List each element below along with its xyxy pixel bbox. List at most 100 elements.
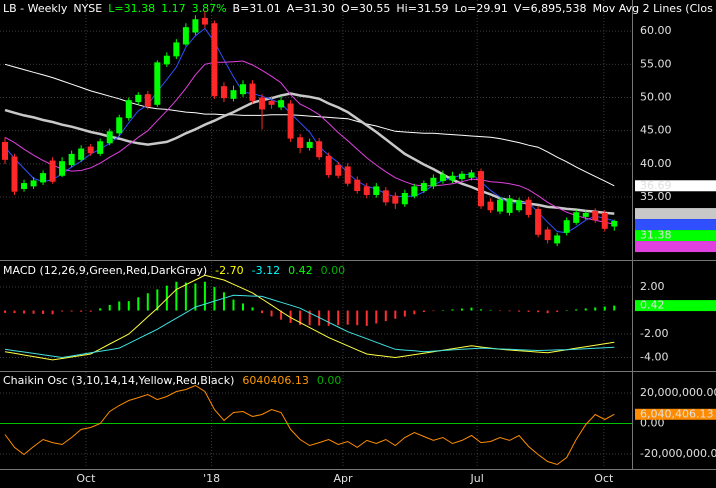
histogram-bar bbox=[451, 309, 454, 311]
candle-body bbox=[335, 165, 342, 176]
candle-body bbox=[268, 100, 275, 105]
header-segment: O=30.55 bbox=[341, 2, 390, 15]
candle-body bbox=[430, 177, 437, 187]
candle-body bbox=[458, 173, 465, 180]
indicator-line bbox=[4, 274, 615, 361]
histogram-bar bbox=[232, 299, 235, 311]
histogram-bar bbox=[70, 310, 73, 312]
candle-body bbox=[240, 84, 246, 95]
header-value: -3.12 bbox=[252, 264, 280, 277]
histogram-bar bbox=[460, 308, 463, 311]
histogram-bar bbox=[337, 310, 340, 326]
histogram-bar bbox=[384, 310, 387, 322]
candle-body bbox=[611, 220, 618, 227]
header-segment: Hi=31.59 bbox=[396, 2, 448, 15]
header-value: 6040406.13 bbox=[242, 374, 308, 387]
candle-body bbox=[535, 208, 542, 235]
histogram-bar bbox=[375, 310, 378, 324]
histogram-bar bbox=[242, 303, 244, 311]
histogram-bar bbox=[4, 310, 6, 313]
header-value: -2.70 bbox=[215, 264, 243, 277]
histogram-bar bbox=[13, 310, 16, 314]
indicator-line bbox=[4, 60, 615, 225]
histogram-bar bbox=[508, 310, 511, 312]
candle-body bbox=[306, 141, 313, 148]
x-tick-label: Jul bbox=[470, 472, 484, 485]
histogram-bar bbox=[270, 310, 273, 317]
indicator-line bbox=[4, 384, 615, 466]
indicator-line bbox=[4, 294, 615, 359]
candle-body bbox=[30, 180, 37, 187]
candle-body bbox=[401, 193, 408, 205]
y-tick-label: -20,000,000.00 bbox=[640, 447, 716, 460]
x-tick-label: Oct bbox=[594, 472, 614, 485]
candle-body bbox=[449, 175, 456, 181]
histogram-bar bbox=[365, 310, 368, 326]
value-box bbox=[635, 208, 716, 220]
value-box bbox=[635, 219, 716, 231]
candle-body bbox=[573, 212, 580, 223]
candle-body bbox=[439, 174, 446, 182]
candle-body bbox=[230, 90, 237, 99]
histogram-bar bbox=[89, 310, 92, 312]
histogram-bar bbox=[118, 301, 121, 311]
value-box-label: 31.38 bbox=[640, 229, 672, 242]
candle-body bbox=[420, 183, 427, 192]
candle-body bbox=[182, 27, 189, 45]
histogram-bar bbox=[470, 307, 473, 311]
y-tick-label: 50.00 bbox=[640, 90, 672, 103]
histogram-bar bbox=[194, 283, 197, 311]
indicator-line bbox=[4, 92, 615, 215]
candle-body bbox=[116, 117, 123, 134]
header-segment: 1.17 bbox=[161, 2, 186, 15]
candle-body bbox=[21, 183, 28, 190]
candle-body bbox=[592, 210, 599, 221]
candle-body bbox=[373, 186, 380, 195]
candle-body bbox=[249, 83, 256, 101]
candle-body bbox=[154, 62, 161, 105]
candle-body bbox=[382, 190, 389, 203]
header-title: Chaikin Osc (3,10,14,14,Yellow,Red,Black… bbox=[3, 374, 234, 387]
candle-body bbox=[40, 173, 47, 183]
y-tick-label: -4.00 bbox=[640, 351, 668, 364]
histogram-bar bbox=[261, 310, 264, 314]
candle-body bbox=[144, 94, 151, 107]
histogram-bar bbox=[546, 310, 549, 314]
histogram-bar bbox=[413, 310, 416, 315]
value-box bbox=[635, 180, 716, 192]
candle-body bbox=[363, 186, 370, 195]
y-tick-label: 35.00 bbox=[640, 190, 672, 203]
panel-header: MACD (12,26,9,Green,Red,DarkGray) -2.70 -3… bbox=[3, 264, 345, 277]
candle-body bbox=[211, 23, 218, 97]
candle-body bbox=[516, 200, 523, 211]
histogram-bar bbox=[146, 293, 149, 311]
histogram-bar bbox=[251, 307, 254, 311]
histogram-bar bbox=[584, 308, 587, 311]
header-segment: A=31.30 bbox=[287, 2, 335, 15]
candle-body bbox=[2, 141, 8, 160]
histogram-bar bbox=[175, 281, 178, 311]
header-segment: Lo=29.91 bbox=[454, 2, 507, 15]
candle-body bbox=[344, 166, 351, 184]
x-tick-label: Apr bbox=[333, 472, 353, 485]
histogram-bar bbox=[565, 310, 568, 312]
histogram-bar bbox=[489, 310, 492, 311]
header-segment: NYSE bbox=[73, 2, 102, 15]
histogram-bar bbox=[23, 310, 26, 314]
candle-body bbox=[97, 141, 104, 154]
candle-body bbox=[582, 212, 589, 217]
x-tick-label: '18 bbox=[203, 472, 220, 485]
candle-body bbox=[201, 17, 208, 25]
candle-body bbox=[135, 94, 142, 103]
candle-body bbox=[497, 199, 504, 212]
histogram-bar bbox=[137, 297, 140, 311]
candle-body bbox=[468, 172, 475, 178]
indicator-line bbox=[4, 27, 615, 234]
value-box bbox=[635, 408, 716, 420]
candle-body bbox=[68, 153, 75, 166]
histogram-bar bbox=[222, 292, 225, 311]
header-value: 0.42 bbox=[288, 264, 313, 277]
value-box-label: 36.69 bbox=[640, 179, 672, 192]
candle-body bbox=[287, 103, 294, 139]
